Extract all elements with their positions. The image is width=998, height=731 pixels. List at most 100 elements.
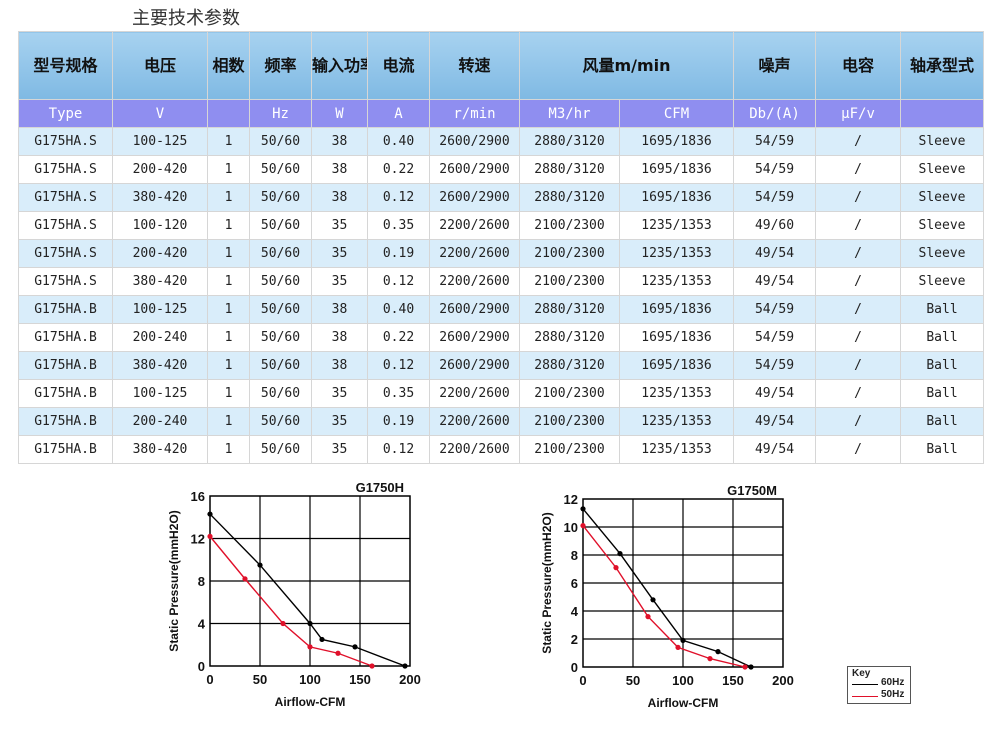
table-cell: 50/60 [249, 435, 312, 464]
table-cell: 50/60 [249, 351, 312, 380]
x-tick-label: 150 [722, 673, 744, 688]
table-cell: Sleeve [900, 267, 985, 296]
table-cell: 50/60 [249, 127, 312, 156]
table-cell: 2600/2900 [429, 323, 520, 352]
table-cell: G175HA.S [18, 211, 113, 240]
table-cell: 2600/2900 [429, 155, 520, 184]
table-cell: 2600/2900 [429, 183, 520, 212]
table-cell: 1235/1353 [618, 211, 735, 240]
table-cell: 0.12 [367, 351, 430, 380]
header-cell: 电压 [112, 31, 208, 100]
table-cell: 1 [207, 127, 250, 156]
table-cell: 2880/3120 [519, 295, 620, 324]
table-cell: 200-240 [112, 407, 208, 436]
table-cell: 0.35 [367, 379, 430, 408]
table-cell: G175HA.B [18, 379, 113, 408]
data-point [352, 644, 358, 650]
table-cell: / [815, 295, 902, 324]
table-cell: / [815, 155, 902, 184]
table-cell: 35 [311, 435, 368, 464]
table-cell: 54/59 [733, 155, 817, 184]
table-cell: 1695/1836 [618, 127, 735, 156]
table-cell: 1 [207, 211, 250, 240]
header-cell: 转速 [429, 31, 520, 100]
table-cell: 35 [311, 211, 368, 240]
table-cell: 1695/1836 [618, 295, 735, 324]
table-cell: 1695/1836 [618, 323, 735, 352]
table-cell: 1 [207, 435, 250, 464]
table-cell: 35 [311, 379, 368, 408]
table-cell: 0.40 [367, 295, 430, 324]
table-cell: 2100/2300 [519, 435, 620, 464]
data-point [580, 506, 586, 512]
x-tick-label: 100 [299, 672, 321, 687]
table-cell: 2600/2900 [429, 127, 520, 156]
table-cell: 1 [207, 351, 250, 380]
table-cell: 2880/3120 [519, 155, 620, 184]
table-header-row: 型号规格 电压 相数 频率 输入功率 电流 转速 风量m/min 噪声 电容 轴… [18, 31, 985, 100]
table-cell: 38 [311, 323, 368, 352]
table-cell: 38 [311, 295, 368, 324]
table-cell: Sleeve [900, 183, 985, 212]
y-tick-label: 4 [571, 604, 579, 619]
table-cell: 2600/2900 [429, 351, 520, 380]
table-cell: 100-125 [112, 379, 208, 408]
table-cell: 0.35 [367, 211, 430, 240]
unit-cell: Db/(A) [733, 99, 817, 128]
table-cell: 100-125 [112, 127, 208, 156]
data-point [650, 597, 656, 603]
header-cell: 型号规格 [18, 31, 113, 100]
table-cell: G175HA.S [18, 183, 113, 212]
series-line-50hz [582, 525, 746, 668]
table-cell: 2880/3120 [519, 351, 620, 380]
table-cell: Sleeve [900, 155, 985, 184]
table-cell: 380-420 [112, 183, 208, 212]
table-cell: 50/60 [249, 295, 312, 324]
y-tick-label: 0 [571, 660, 578, 675]
data-point [675, 644, 681, 650]
table-cell: Sleeve [900, 239, 985, 268]
spec-table: 型号规格 电压 相数 频率 输入功率 电流 转速 风量m/min 噪声 电容 轴… [18, 31, 985, 464]
data-point [319, 636, 325, 643]
table-cell: 2100/2300 [519, 407, 620, 436]
table-cell: 1 [207, 407, 250, 436]
data-point [748, 664, 754, 670]
table-row: G175HA.S 100-125 1 50/60 38 0.40 2600/2900 2880… [18, 127, 985, 156]
x-axis-label: Airflow-CFM [648, 696, 719, 710]
table-cell: 50/60 [249, 267, 312, 296]
table-cell: G175HA.B [18, 351, 113, 380]
table-cell: 2200/2600 [429, 435, 520, 464]
unit-cell: A [367, 99, 430, 128]
table-cell: 0.19 [367, 407, 430, 436]
unit-cell: W [311, 99, 368, 128]
table-cell: 54/59 [733, 295, 817, 324]
table-cell: Ball [900, 323, 985, 352]
table-cell: 50/60 [249, 239, 312, 268]
table-cell: / [815, 183, 902, 212]
data-point [613, 565, 619, 571]
data-point [369, 663, 375, 669]
table-cell: 38 [311, 155, 368, 184]
x-tick-label: 50 [626, 673, 640, 688]
unit-cell: V [112, 99, 208, 128]
table-cell: 1 [207, 379, 250, 408]
table-cell: 1 [207, 267, 250, 296]
table-cell: / [815, 435, 902, 464]
chart-title: G1750M [727, 483, 777, 498]
table-cell: 2600/2900 [429, 295, 520, 324]
data-point [580, 523, 586, 529]
table-cell: / [815, 323, 902, 352]
table-cell: 2200/2600 [429, 267, 520, 296]
x-tick-label: 200 [772, 673, 794, 688]
unit-cell [900, 99, 985, 128]
table-cell: / [815, 267, 902, 296]
table-cell: 0.22 [367, 155, 430, 184]
table-unit-row: Type V Hz W A r/min M3/hr CFM Db/(A) μF/… [18, 99, 985, 128]
header-cell: 噪声 [733, 31, 817, 100]
table-cell: Sleeve [900, 211, 985, 240]
table-row: G175HA.B 380-420 1 50/60 38 0.12 2600/2900 2880… [18, 351, 985, 380]
table-cell: 50/60 [249, 183, 312, 212]
x-tick-label: 150 [349, 672, 371, 687]
table-row: G175HA.B 100-125 1 50/60 38 0.40 2600/2900 2880… [18, 295, 985, 324]
table-cell: 2100/2300 [519, 267, 620, 296]
